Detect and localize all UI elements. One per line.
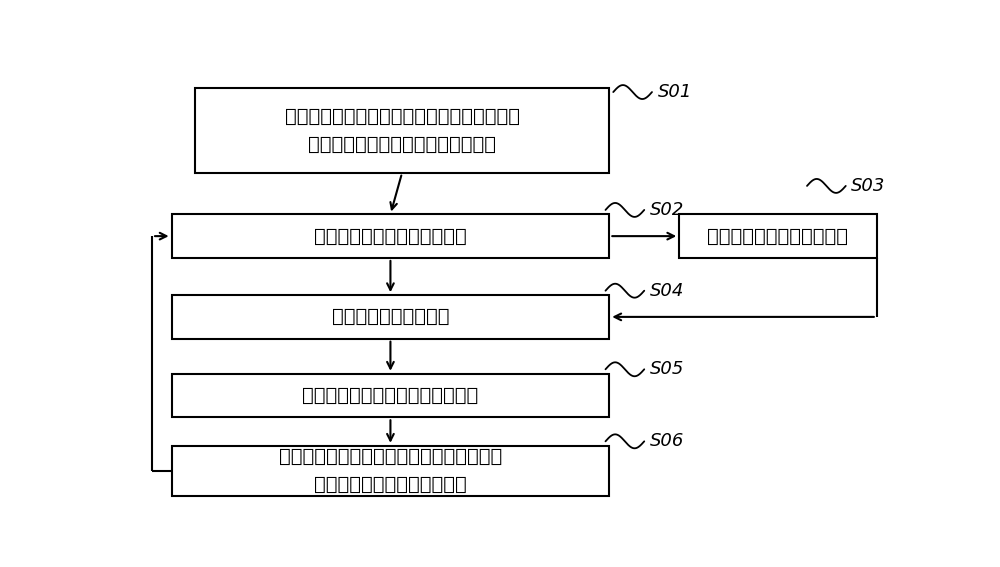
Text: 遍历执行所述模板层的检测方法直至多个所
述用例层的步骤全部执行完毕: 遍历执行所述模板层的检测方法直至多个所 述用例层的步骤全部执行完毕 xyxy=(279,447,502,494)
Text: S03: S03 xyxy=(851,177,886,195)
Bar xyxy=(172,214,609,258)
Text: S04: S04 xyxy=(650,282,684,300)
Text: 调用所述基础层的请求方法和鉴权: 调用所述基础层的请求方法和鉴权 xyxy=(302,386,479,405)
Bar xyxy=(172,374,609,417)
Text: S02: S02 xyxy=(650,201,684,219)
Text: S05: S05 xyxy=(650,360,684,378)
Text: 调用所述接口层的方法: 调用所述接口层的方法 xyxy=(332,307,449,327)
Bar xyxy=(172,446,609,496)
Text: 通过所述用例层执行用例启动: 通过所述用例层执行用例启动 xyxy=(314,227,467,246)
Bar xyxy=(679,214,877,258)
Bar xyxy=(195,88,609,173)
Bar xyxy=(172,295,609,338)
Text: S01: S01 xyxy=(657,83,692,101)
Text: 将接口测试用例按基础层、多个接口层、多个
模板层以及多个用例层呈树权式封装: 将接口测试用例按基础层、多个接口层、多个 模板层以及多个用例层呈树权式封装 xyxy=(285,107,520,154)
Text: S06: S06 xyxy=(650,432,684,450)
Text: 调用所述模板层的检测方法: 调用所述模板层的检测方法 xyxy=(707,227,848,246)
